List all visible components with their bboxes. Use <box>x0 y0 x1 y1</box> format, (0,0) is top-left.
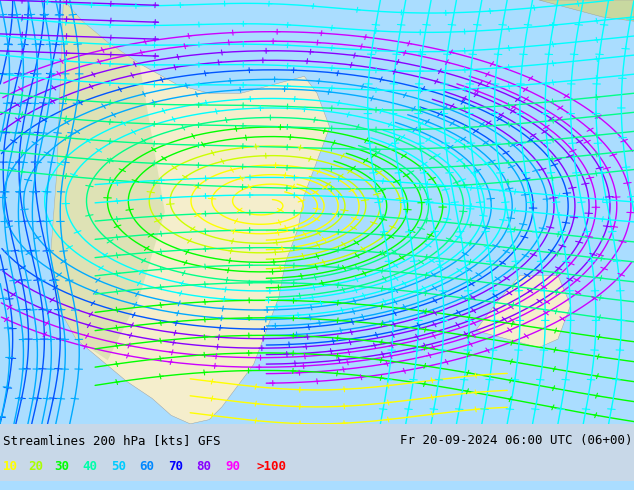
Polygon shape <box>539 0 634 21</box>
Text: Fr 20-09-2024 06:00 UTC (06+00): Fr 20-09-2024 06:00 UTC (06+00) <box>400 435 633 447</box>
Text: Streamlines 200 hPa [kts] GFS: Streamlines 200 hPa [kts] GFS <box>3 435 221 447</box>
Text: 50: 50 <box>111 460 126 473</box>
Text: 30: 30 <box>54 460 69 473</box>
Text: 70: 70 <box>168 460 183 473</box>
Polygon shape <box>476 275 571 347</box>
Polygon shape <box>51 0 165 360</box>
Text: 80: 80 <box>197 460 212 473</box>
Text: 60: 60 <box>139 460 155 473</box>
Text: 20: 20 <box>29 460 44 473</box>
Bar <box>0 424 634 481</box>
Text: 10: 10 <box>3 460 18 473</box>
Text: 40: 40 <box>82 460 98 473</box>
Polygon shape <box>51 0 330 424</box>
Text: >100: >100 <box>257 460 287 473</box>
Text: 90: 90 <box>225 460 240 473</box>
